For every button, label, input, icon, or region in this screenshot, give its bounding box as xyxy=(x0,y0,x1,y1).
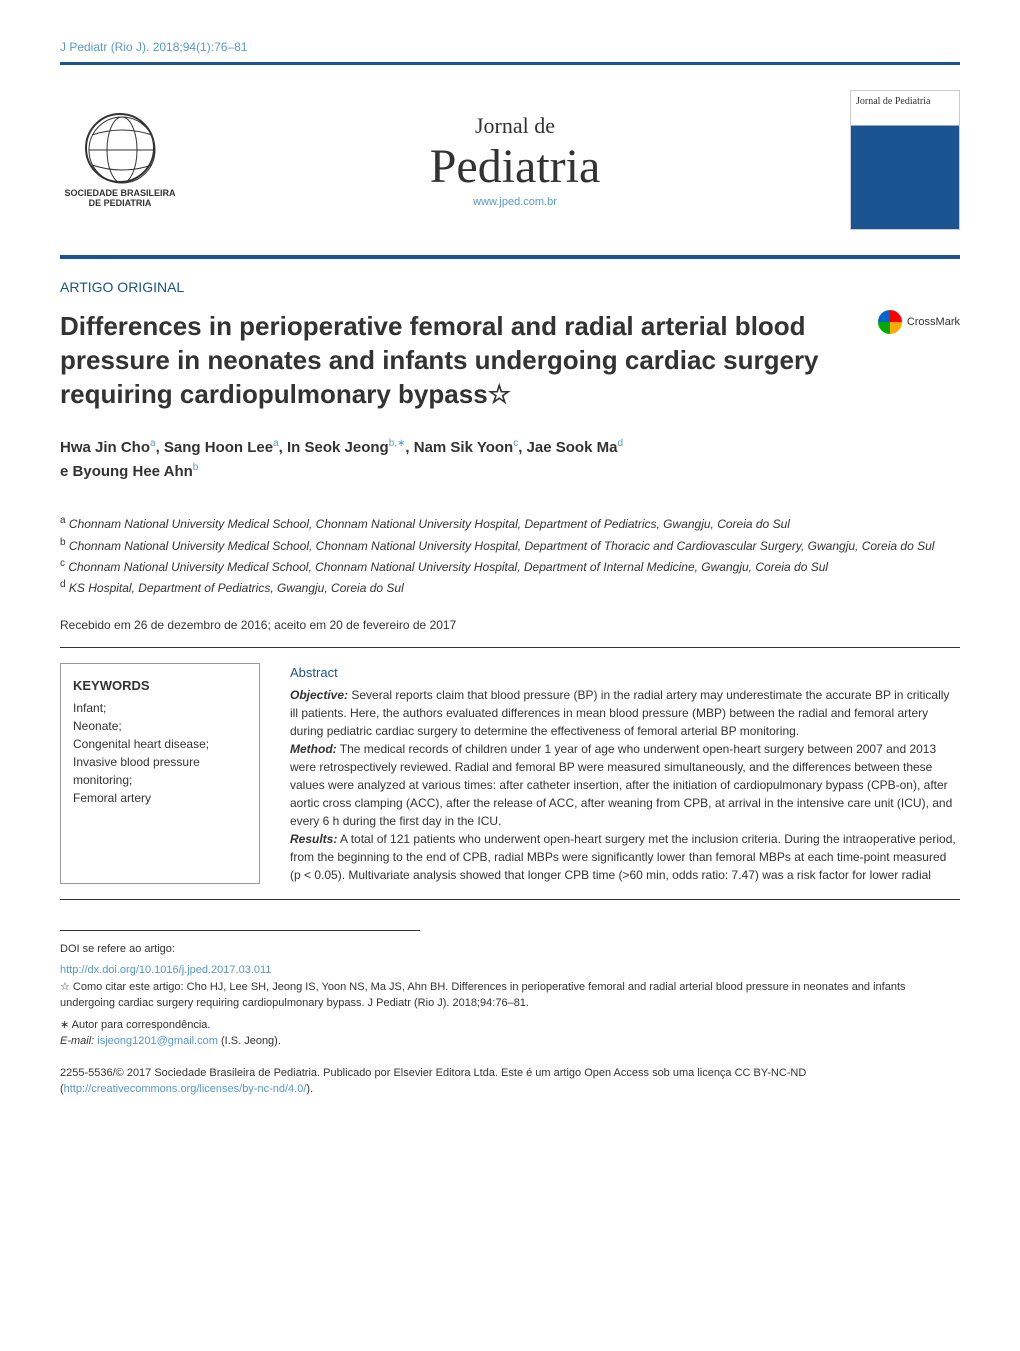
globe-icon xyxy=(85,113,155,183)
journal-header: SOCIEDADE BRASILEIRA DE PEDIATRIA Jornal… xyxy=(60,80,960,240)
abstract-heading: Abstract xyxy=(290,663,960,683)
affiliation-a: Chonnam National University Medical Scho… xyxy=(69,517,790,531)
method-text: The medical records of children under 1 … xyxy=(290,742,952,828)
abstract-objective: Objective: Several reports claim that bl… xyxy=(290,686,960,740)
crossmark-icon xyxy=(878,310,902,334)
abstract-section: KEYWORDS Infant; Neonate; Congenital hea… xyxy=(60,647,960,900)
results-text: A total of 121 patients who underwent op… xyxy=(290,832,956,882)
author-6: Byoung Hee Ahn xyxy=(73,463,193,480)
doi-label: DOI se refere ao artigo: xyxy=(60,941,960,958)
author-5-affil: d xyxy=(617,438,623,449)
objective-label: Objective: xyxy=(290,688,348,702)
affiliation-b: Chonnam National University Medical Scho… xyxy=(69,539,935,553)
keywords-box: KEYWORDS Infant; Neonate; Congenital hea… xyxy=(60,663,260,884)
header-divider-top xyxy=(60,62,960,65)
footer-divider xyxy=(60,930,420,931)
email-line: E-mail: isjeong1201@gmail.com (I.S. Jeon… xyxy=(60,1033,960,1050)
email-link[interactable]: isjeong1201@gmail.com xyxy=(97,1035,218,1047)
citation-note: ☆ Como citar este artigo: Cho HJ, Lee SH… xyxy=(60,979,960,1012)
journal-cover-thumbnail: Jornal de Pediatria xyxy=(850,90,960,230)
crossmark-badge[interactable]: CrossMark xyxy=(878,310,960,334)
corresponding-author: ∗ Autor para correspondência. xyxy=(60,1017,960,1034)
author-1: Hwa Jin Cho xyxy=(60,439,150,456)
journal-title: Pediatria xyxy=(430,139,601,194)
abstract-content: Abstract Objective: Several reports clai… xyxy=(290,663,960,884)
author-3-affil: b,∗ xyxy=(389,438,406,449)
society-logo: SOCIEDADE BRASILEIRA DE PEDIATRIA xyxy=(60,95,180,225)
author-2: , Sang Hoon Lee xyxy=(156,439,274,456)
cover-title: Jornal de Pediatria xyxy=(856,96,930,107)
journal-website-link[interactable]: www.jped.com.br xyxy=(430,196,601,208)
keywords-heading: KEYWORDS xyxy=(73,676,247,696)
affiliation-d: KS Hospital, Department of Pediatrics, G… xyxy=(69,581,404,595)
crossmark-label: CrossMark xyxy=(907,316,960,328)
author-6-affil: b xyxy=(193,462,199,473)
title-row: Differences in perioperative femoral and… xyxy=(60,310,960,411)
keywords-list: Infant; Neonate; Congenital heart diseas… xyxy=(73,699,247,807)
author-3: , In Seok Jeong xyxy=(279,439,389,456)
article-type: ARTIGO ORIGINAL xyxy=(60,279,960,295)
author-line2-prefix: e xyxy=(60,463,73,480)
copyright: 2255-5536/© 2017 Sociedade Brasileira de… xyxy=(60,1065,960,1098)
footer-section: DOI se refere ao artigo: http://dx.doi.o… xyxy=(60,941,960,1098)
copyright-end: ). xyxy=(306,1083,313,1095)
received-date: Recebido em 26 de dezembro de 2016; acei… xyxy=(60,618,960,632)
abstract-method: Method: The medical records of children … xyxy=(290,740,960,830)
license-link[interactable]: http://creativecommons.org/licenses/by-n… xyxy=(64,1083,307,1095)
abstract-results: Results: A total of 121 patients who und… xyxy=(290,830,960,884)
authors-list: Hwa Jin Choa, Sang Hoon Leea, In Seok Je… xyxy=(60,436,960,483)
results-label: Results: xyxy=(290,832,337,846)
header-citation: J Pediatr (Rio J). 2018;94(1):76–81 xyxy=(60,40,960,54)
header-divider-bottom xyxy=(60,255,960,259)
doi-link[interactable]: http://dx.doi.org/10.1016/j.jped.2017.03… xyxy=(60,964,271,976)
journal-subtitle: Jornal de xyxy=(430,113,601,139)
email-author: (I.S. Jeong). xyxy=(218,1035,281,1047)
email-label: E-mail: xyxy=(60,1035,94,1047)
author-5: , Jae Sook Ma xyxy=(518,439,617,456)
objective-text: Several reports claim that blood pressur… xyxy=(290,688,949,738)
society-name: SOCIEDADE BRASILEIRA DE PEDIATRIA xyxy=(60,188,180,208)
author-4: , Nam Sik Yoon xyxy=(405,439,513,456)
method-label: Method: xyxy=(290,742,337,756)
article-title: Differences in perioperative femoral and… xyxy=(60,310,858,411)
affiliations: a Chonnam National University Medical Sc… xyxy=(60,513,960,598)
journal-title-block: Jornal de Pediatria www.jped.com.br xyxy=(430,113,601,208)
affiliation-c: Chonnam National University Medical Scho… xyxy=(68,560,828,574)
